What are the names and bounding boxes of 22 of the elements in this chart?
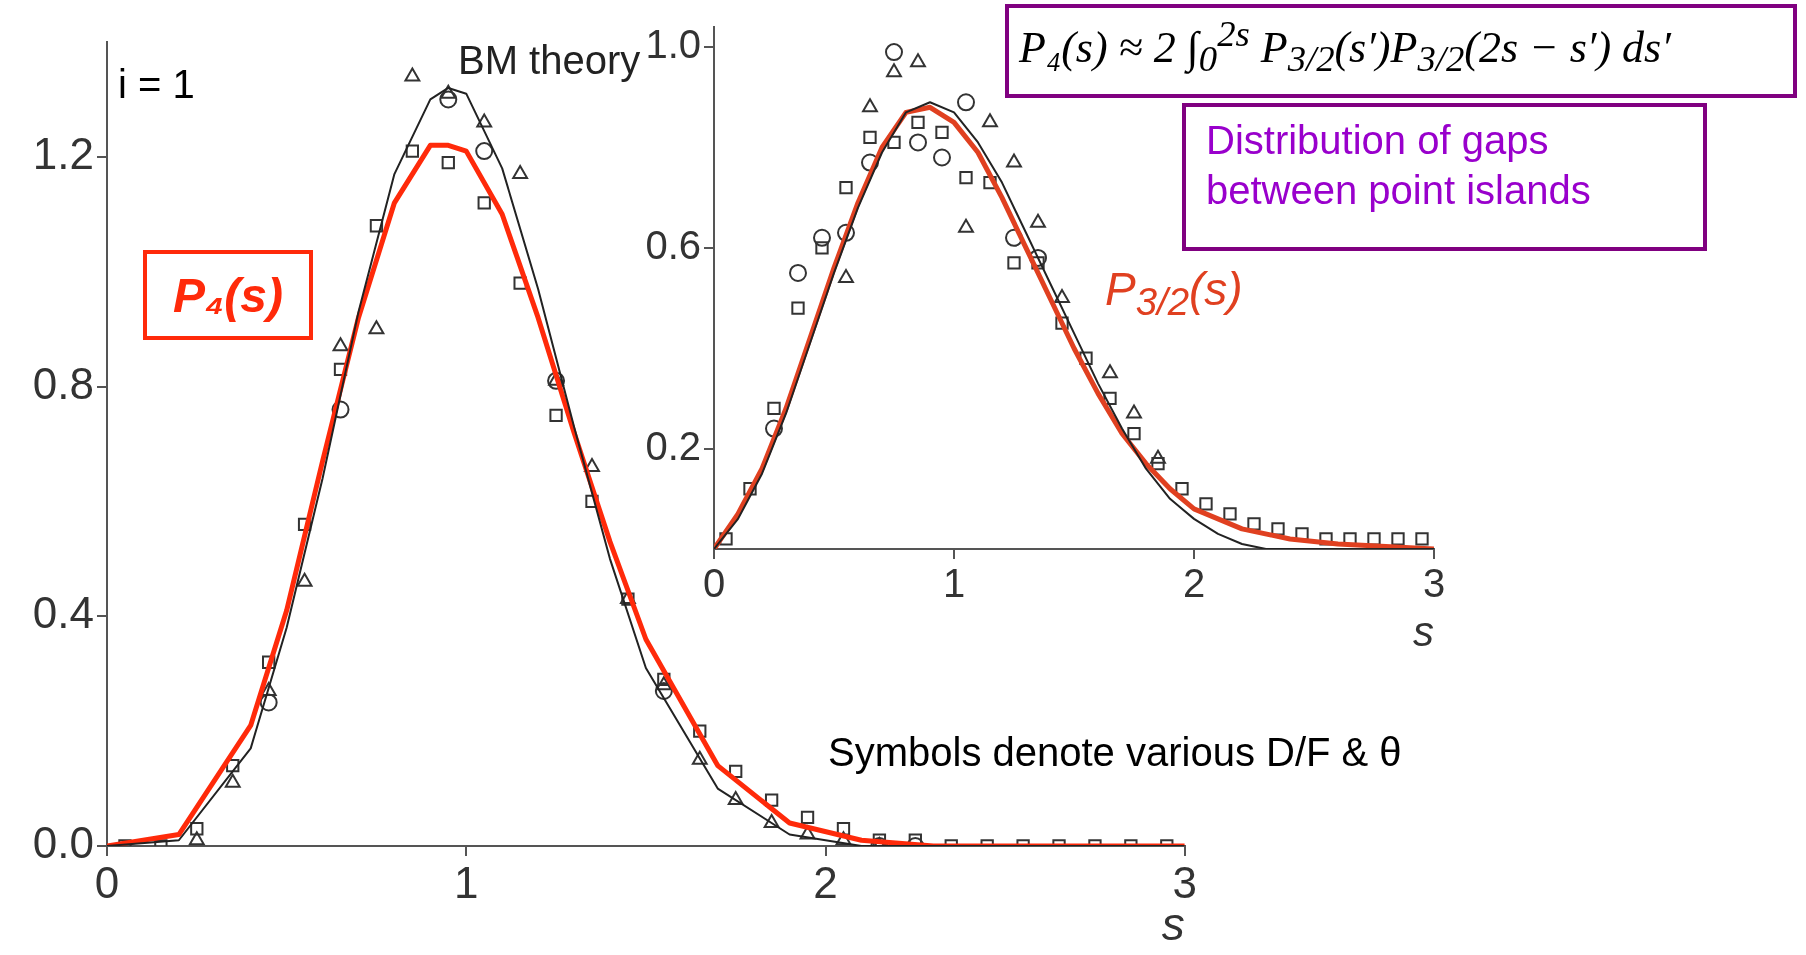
annotation: Distribution of gaps between point islands (1182, 103, 1707, 251)
x-tick-label: 1 (454, 857, 479, 907)
y-tick-label: 0.4 (32, 588, 94, 638)
x-tick-label: 0 (702, 561, 726, 606)
series-label: P$_{3/2}$(s) (1105, 262, 1243, 325)
y-tick-label: 1.0 (645, 22, 701, 67)
x-axis-title: s (1413, 608, 1434, 656)
annotation: i = 1 (118, 62, 195, 107)
y-tick-label: 1.2 (32, 129, 94, 178)
annotation: P₄(s) ≈ 2 ∫$_{0}$$^{2s}$ P$_{3/2}$(s′)P$_{3/2}$(2s − s′) ds′ (1005, 4, 1797, 98)
series-label: BM theory (458, 38, 641, 83)
annotation: Symbols denote various D/F & θ (828, 730, 1402, 775)
y-tick-label: 0.8 (32, 358, 94, 408)
y-tick-label: 0.6 (645, 222, 701, 267)
series-label: P₄(s) (143, 250, 313, 340)
x-tick-label: 0 (94, 857, 120, 907)
x-tick-label: 3 (1422, 561, 1446, 606)
y-tick-label: 0.0 (32, 818, 94, 868)
x-tick-label: 2 (813, 857, 838, 907)
x-tick-label: 2 (1182, 561, 1206, 606)
x-tick-label: 1 (942, 561, 966, 606)
y-tick-label: 0.2 (645, 423, 701, 468)
